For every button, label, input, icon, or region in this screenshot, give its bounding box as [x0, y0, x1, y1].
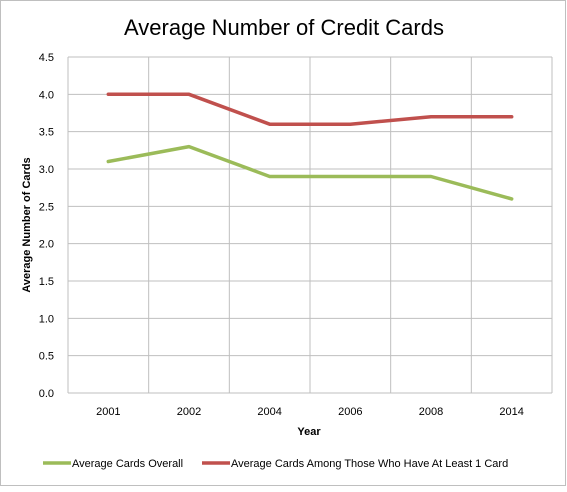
x-axis-title: Year: [297, 426, 321, 438]
x-tick-label: 2008: [419, 406, 443, 418]
y-tick-label: 4.0: [39, 89, 54, 101]
gridlines: [67, 56, 553, 394]
legend: Average Cards Overall Average Cards Among…: [43, 458, 508, 470]
x-tick-label: 2001: [96, 406, 120, 418]
legend-item: Average Cards Among Those Who Have At Le…: [202, 458, 508, 470]
x-tick-label: 2004: [257, 406, 281, 418]
series-line-1: [106, 144, 514, 201]
y-tick-label: 1.5: [39, 276, 54, 288]
x-tick-label: 2014: [499, 406, 523, 418]
y-tick-label: 3.0: [39, 164, 54, 176]
series-line-2: [106, 92, 514, 126]
x-tick-label: 2002: [177, 406, 201, 418]
y-tick-label: 2.5: [39, 201, 54, 213]
y-tick-label: 3.5: [39, 127, 54, 139]
chart-title: Average Number of Credit Cards: [124, 15, 444, 40]
x-tick-label: 2006: [338, 406, 362, 418]
y-axis-title: Average Number of Cards: [21, 157, 33, 292]
y-tick-label: 0.5: [39, 351, 54, 363]
y-tick-label: 0.0: [39, 388, 54, 400]
y-tick-label: 1.0: [39, 313, 54, 325]
legend-label: Average Cards Overall: [72, 458, 183, 470]
legend-label: Average Cards Among Those Who Have At Le…: [231, 458, 508, 470]
series-lines: [106, 92, 514, 201]
y-tick-label: 2.0: [39, 239, 54, 251]
legend-item: Average Cards Overall: [43, 458, 183, 470]
y-axis-ticks: 0.0 0.5 1.0 1.5 2.0 2.5 3.0 3.5 4.0 4.5: [39, 52, 54, 400]
x-axis-ticks: 2001 2002 2004 2006 2008 2014: [96, 406, 524, 418]
y-tick-label: 4.5: [39, 52, 54, 64]
